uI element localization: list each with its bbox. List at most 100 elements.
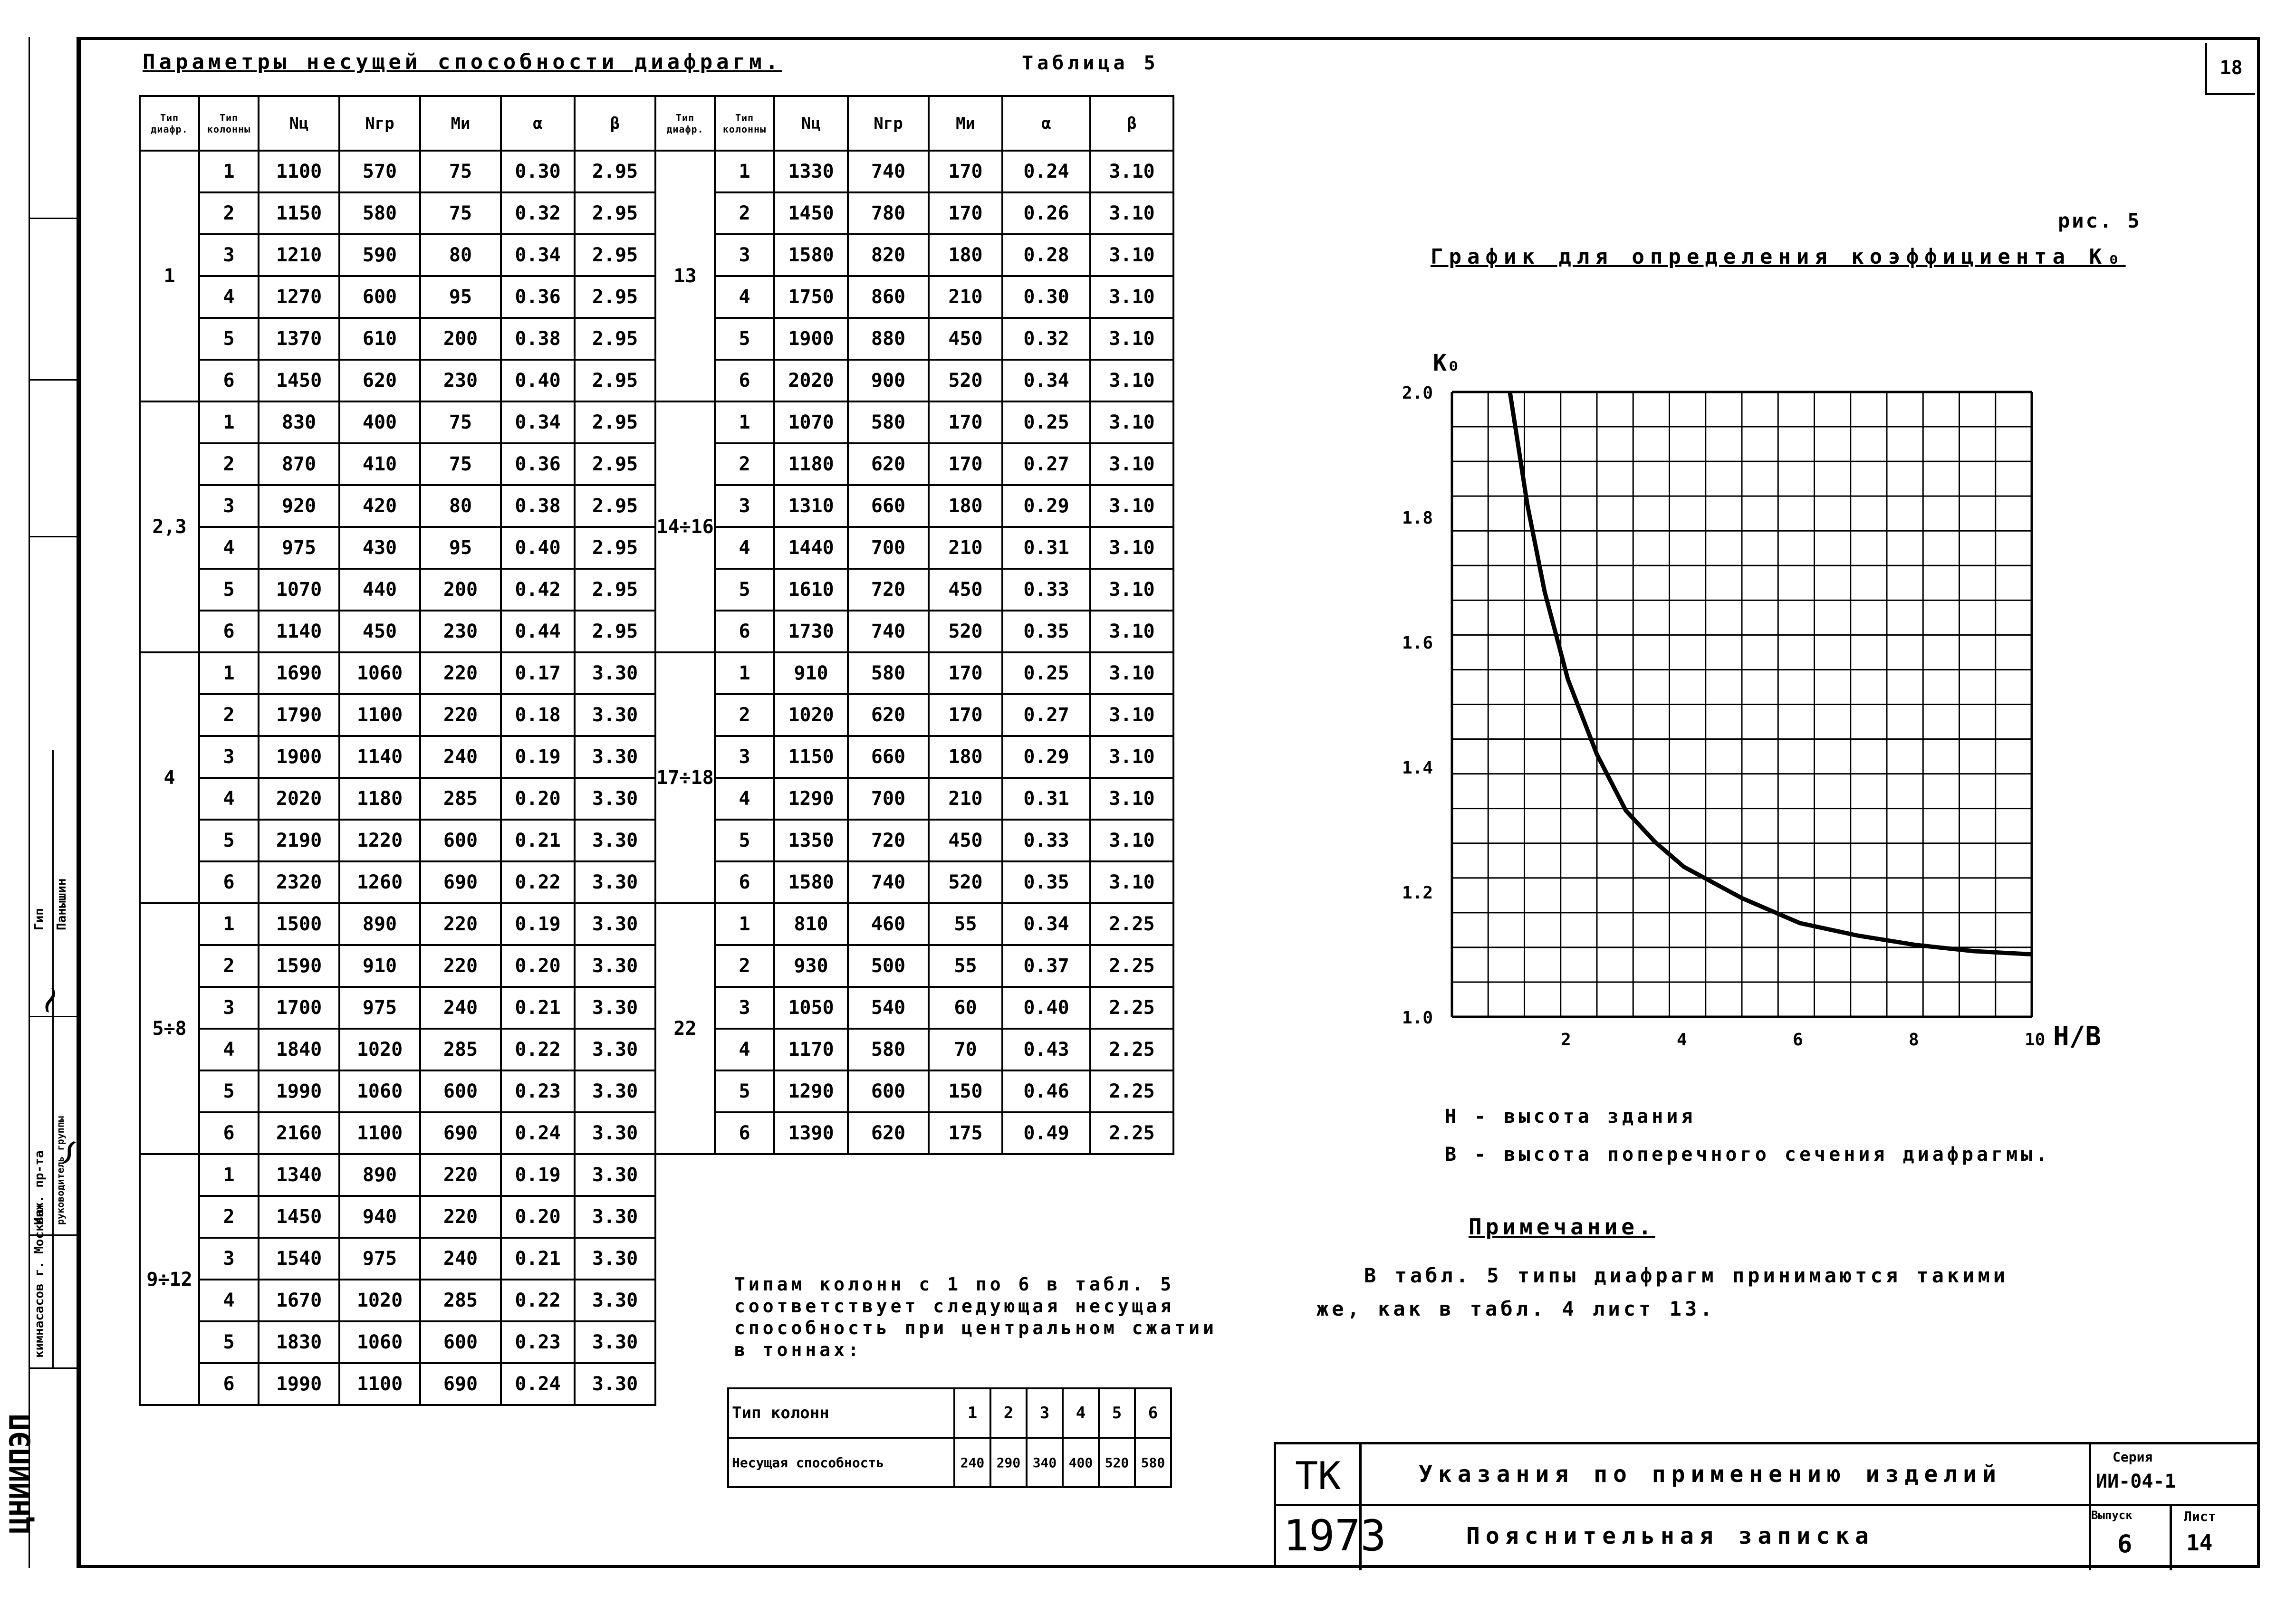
- header-cell: Nгр: [847, 95, 930, 152]
- table-cell: 1100: [338, 1362, 421, 1406]
- table-row: 3 1700 975 240 0.21 3.30 3 1050 540 60 0.40 2.25: [140, 986, 1174, 1030]
- table-cell: 2: [198, 944, 259, 988]
- table-cell: 1100: [258, 150, 340, 193]
- table-header-row: Тип диафр. Тип колонны Nц Nгр Mи α β Тип диафр.…: [139, 95, 1174, 152]
- table-cell: 0.31: [1001, 777, 1091, 821]
- chart-grid: [1451, 391, 2033, 1018]
- table-cell: 170: [928, 693, 1003, 737]
- table-cell: 700: [847, 777, 930, 821]
- table-cell: 2: [198, 1195, 259, 1239]
- capacity-value: 240: [953, 1437, 991, 1488]
- table-cell: 6: [714, 359, 775, 402]
- name-label: Панышин: [55, 878, 69, 930]
- table-row: 2 1150 580 75 0.32 2.95 2 1450 780 170 0.26 3.10: [140, 191, 1174, 235]
- table-cell: 170: [928, 651, 1003, 695]
- table-cell: 0.42: [500, 568, 576, 611]
- capacity-row1-label: Тип колонн: [727, 1387, 955, 1439]
- table-cell: 1290: [773, 777, 849, 821]
- table-cell: 2320: [258, 860, 340, 904]
- title-block: ТК 1973 Указания по применению изделий П…: [1274, 1442, 2260, 1570]
- table-cell: 830: [258, 401, 340, 444]
- table-cell: 1450: [258, 1195, 340, 1239]
- table-cell: 910: [773, 651, 849, 695]
- table-cell: 600: [338, 275, 421, 319]
- table-cell: 0.34: [1001, 902, 1091, 946]
- table-cell: 95: [419, 275, 502, 319]
- table-row: 3 1540 975 240 0.21 3.30: [140, 1237, 1173, 1280]
- capacity-value: 290: [989, 1437, 1028, 1488]
- chart-y-label: K₀: [1433, 350, 1460, 376]
- capacity-table: Тип колонн 1 2 3 4 5 6 Несущая способнос…: [727, 1387, 1172, 1488]
- y-tick-label: 2.0: [1402, 383, 1433, 403]
- table-cell: 5: [714, 317, 775, 361]
- table-cell: 2190: [258, 819, 340, 862]
- sheet-frame: [78, 37, 2260, 1568]
- table-cell: 0.19: [500, 735, 576, 779]
- table-cell: 0.20: [500, 944, 576, 988]
- table-cell: 3.10: [1089, 191, 1174, 235]
- table-cell: 1700: [258, 986, 340, 1030]
- table-cell: 450: [338, 610, 421, 653]
- year: 1973: [1283, 1511, 1386, 1561]
- table-cell: 820: [847, 233, 930, 277]
- table-cell: 520: [928, 860, 1003, 904]
- table-cell: 0.44: [500, 610, 576, 653]
- table-cell: 890: [338, 902, 421, 946]
- table-cell: 700: [847, 526, 930, 570]
- table-cell: 0.21: [500, 986, 576, 1030]
- table-cell: 6: [714, 1111, 775, 1155]
- diaphragm-type-cell: 13: [654, 150, 716, 402]
- table-cell: 3: [714, 484, 775, 528]
- table-cell: 3: [198, 986, 259, 1030]
- table-cell: 1450: [773, 191, 849, 235]
- y-tick-label: 1.6: [1402, 633, 1433, 653]
- table-cell: 690: [419, 1111, 502, 1155]
- table-cell: 860: [847, 275, 930, 319]
- table-row: 9÷12 1 1340 890 220 0.19 3.30: [139, 1153, 1173, 1406]
- table-cell: 1: [198, 401, 259, 444]
- table-cell: 2.95: [574, 610, 656, 653]
- table-cell: 220: [419, 651, 502, 695]
- city-label: кимнасасов г. Москва: [32, 1209, 47, 1358]
- y-tick-label: 1.8: [1402, 508, 1433, 528]
- table-cell: 1: [198, 150, 259, 193]
- table-cell: 0.17: [500, 651, 576, 695]
- table-cell: 1290: [773, 1070, 849, 1113]
- table-cell: 2: [198, 693, 259, 737]
- table-cell: 0.37: [1001, 944, 1091, 988]
- table-row: 4 2020 1180 285 0.20 3.30 4 1290 700 210 0.31 3.10: [140, 777, 1174, 821]
- header-cell: Mи: [928, 95, 1003, 152]
- table-cell: 1150: [258, 191, 340, 235]
- table-cell: 0.29: [1001, 735, 1091, 779]
- table-cell: 1750: [773, 275, 849, 319]
- table-cell: 1020: [338, 1279, 421, 1322]
- table-cell: 3.30: [574, 1237, 656, 1280]
- table-cell: 600: [419, 1070, 502, 1113]
- figure-label: рис. 5: [2058, 209, 2142, 232]
- table-cell: 0.49: [1001, 1111, 1091, 1155]
- table-cell: 1330: [773, 150, 849, 193]
- table-row: 5÷8 1 1500 890 220 0.19 3.30 22 1 810 460 55 0.34 2.2…: [139, 902, 1174, 1155]
- y-tick-label: 1.4: [1402, 758, 1433, 778]
- chart-x-ticks: 2 4 6 8 10: [1561, 1030, 2045, 1050]
- table-cell: 570: [338, 150, 421, 193]
- table-cell: 0.43: [1001, 1028, 1091, 1071]
- parameters-table: Тип диафр. Тип колонны Nц Nгр Mи α β Тип диафр.…: [139, 95, 1174, 1406]
- table-row: 4 1670 1020 285 0.22 3.30: [140, 1279, 1173, 1322]
- left-stamp-strip: ЦНИИПЭП кимнасасов г. Москва Инж. пр-та …: [0, 37, 95, 1568]
- table-cell: 780: [847, 191, 930, 235]
- diaphragm-type-cell: 17÷18: [654, 651, 716, 904]
- table-cell: 3: [198, 1237, 259, 1280]
- table-cell: 1060: [338, 1070, 421, 1113]
- table-cell: 0.40: [500, 526, 576, 570]
- table-cell: 810: [773, 902, 849, 946]
- table-cell: 975: [338, 986, 421, 1030]
- table-cell: 3.10: [1089, 735, 1174, 779]
- table-cell: 620: [847, 442, 930, 486]
- table-cell: 220: [419, 1153, 502, 1197]
- table-cell: 450: [928, 819, 1003, 862]
- table-cell: 0.22: [500, 1279, 576, 1322]
- table-cell: 0.21: [500, 1237, 576, 1280]
- table-cell: 0.35: [1001, 860, 1091, 904]
- table-cell: 1990: [258, 1362, 340, 1406]
